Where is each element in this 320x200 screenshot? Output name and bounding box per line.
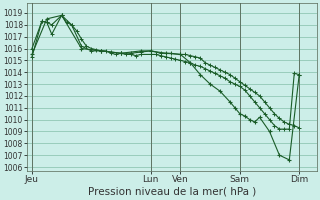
- X-axis label: Pression niveau de la mer( hPa ): Pression niveau de la mer( hPa ): [88, 187, 256, 197]
